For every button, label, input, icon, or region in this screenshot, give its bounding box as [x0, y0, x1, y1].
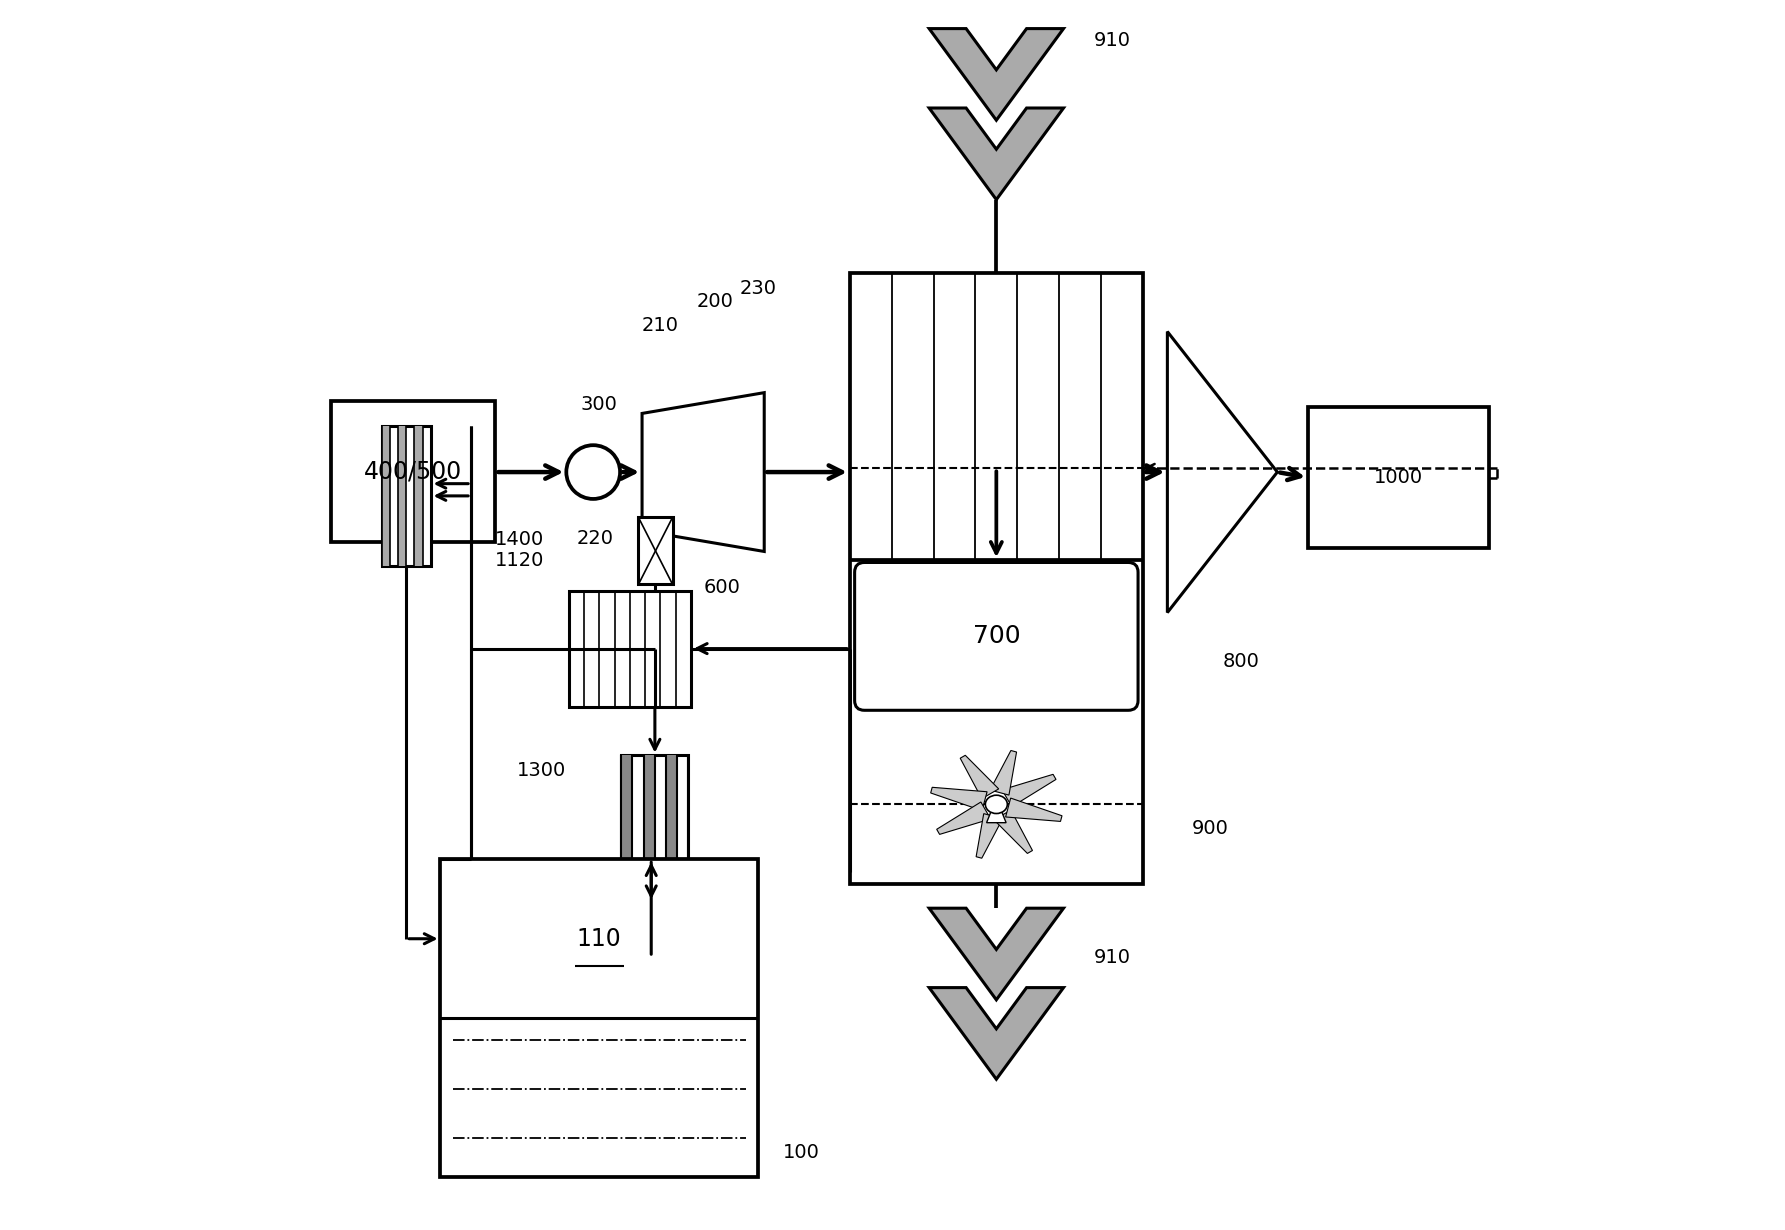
Polygon shape — [960, 755, 998, 798]
Circle shape — [566, 445, 619, 499]
Polygon shape — [1167, 332, 1278, 613]
Text: 400/500: 400/500 — [364, 460, 462, 483]
Text: 1400: 1400 — [494, 530, 544, 549]
Bar — [1308, 407, 1489, 547]
Text: 800: 800 — [1223, 652, 1258, 670]
Polygon shape — [991, 750, 1017, 795]
Text: 900: 900 — [1192, 819, 1228, 839]
Text: 700: 700 — [973, 625, 1021, 648]
Polygon shape — [1005, 798, 1062, 822]
Bar — [398, 426, 407, 566]
Polygon shape — [930, 908, 1064, 1000]
Polygon shape — [994, 811, 1032, 854]
Bar — [850, 273, 1142, 884]
FancyBboxPatch shape — [855, 562, 1139, 710]
Ellipse shape — [985, 796, 1007, 813]
Text: 100: 100 — [782, 1143, 819, 1162]
Text: 300: 300 — [580, 395, 618, 415]
Text: 230: 230 — [739, 279, 776, 299]
Text: 910: 910 — [1094, 31, 1132, 50]
Text: 1110: 1110 — [1185, 446, 1235, 466]
Polygon shape — [643, 392, 764, 551]
Text: 910: 910 — [1094, 947, 1132, 967]
Bar — [330, 401, 496, 541]
Polygon shape — [930, 108, 1064, 199]
Text: 210: 210 — [643, 316, 678, 335]
Text: 110: 110 — [577, 926, 621, 951]
Bar — [382, 426, 430, 566]
Text: 1300: 1300 — [518, 761, 566, 780]
Bar — [621, 755, 632, 860]
Text: 200: 200 — [696, 292, 734, 310]
Text: 1120: 1120 — [494, 551, 544, 569]
Bar — [644, 755, 655, 860]
Bar — [569, 590, 691, 706]
Bar — [666, 755, 677, 860]
Text: 1200: 1200 — [703, 920, 753, 938]
Polygon shape — [930, 988, 1064, 1079]
Text: 220: 220 — [577, 529, 614, 549]
Polygon shape — [976, 813, 1003, 859]
Polygon shape — [930, 28, 1064, 121]
Polygon shape — [987, 798, 1007, 823]
Bar — [618, 902, 685, 957]
Bar — [639, 518, 673, 584]
Polygon shape — [937, 802, 991, 834]
Text: 600: 600 — [703, 578, 741, 597]
Bar — [621, 755, 689, 860]
Text: 1000: 1000 — [1374, 469, 1423, 487]
Bar — [441, 860, 759, 1177]
Bar — [382, 426, 389, 566]
Polygon shape — [930, 787, 987, 811]
Bar — [414, 426, 423, 566]
Polygon shape — [1001, 775, 1057, 807]
